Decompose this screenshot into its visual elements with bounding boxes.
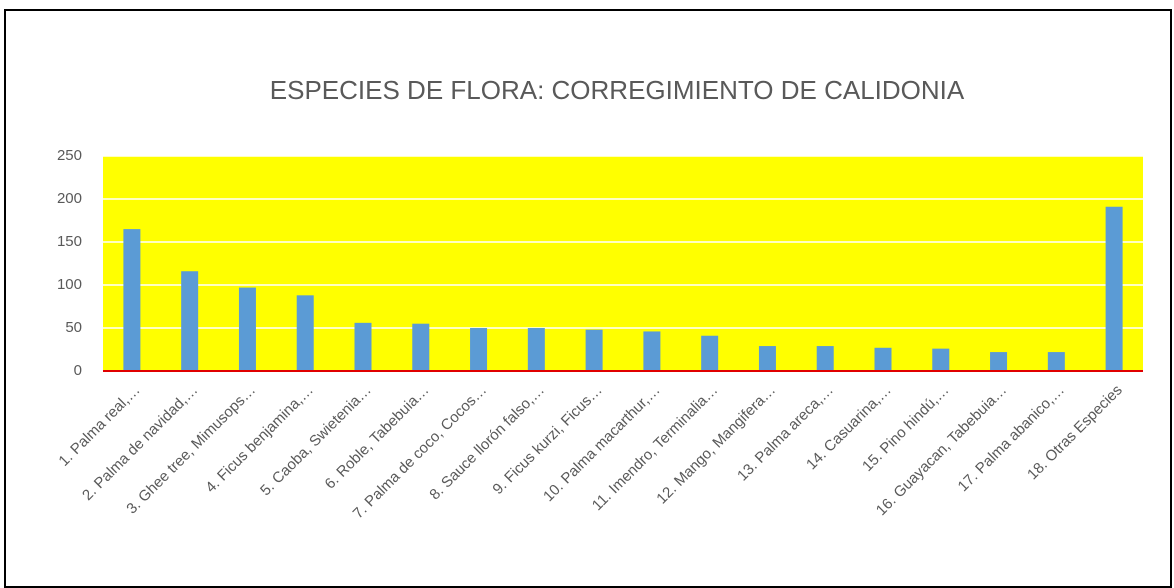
y-tick-label: 50 <box>65 319 82 336</box>
y-tick-label: 200 <box>57 190 82 207</box>
bar <box>990 352 1008 371</box>
bar <box>932 348 950 371</box>
plot-area <box>103 156 1143 371</box>
bar <box>758 346 776 371</box>
bar <box>701 335 719 371</box>
y-tick-label: 0 <box>74 362 82 379</box>
bar <box>354 322 372 371</box>
bar <box>874 347 892 371</box>
bar <box>238 287 256 371</box>
bar <box>1047 352 1065 371</box>
bar <box>527 328 545 371</box>
bar <box>643 331 661 371</box>
y-tick-label: 100 <box>57 276 82 293</box>
y-tick-label: 250 <box>57 147 82 164</box>
bar <box>123 229 141 371</box>
chart-title: ESPECIES DE FLORA: CORREGIMIENTO DE CALI… <box>270 75 965 105</box>
bar <box>412 323 430 371</box>
bar <box>470 328 488 371</box>
bar <box>585 329 603 371</box>
bar <box>181 271 199 371</box>
bar <box>296 295 314 371</box>
y-tick-label: 150 <box>57 233 82 250</box>
bar <box>1105 206 1123 371</box>
bar <box>816 346 834 371</box>
